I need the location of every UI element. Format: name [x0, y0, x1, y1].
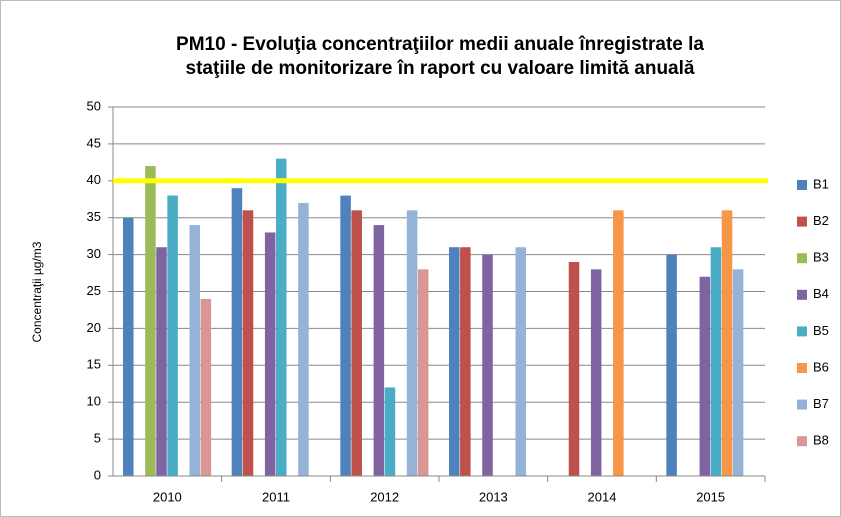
x-tick-label: 2013 — [479, 489, 508, 504]
bar — [200, 298, 212, 476]
legend-swatch — [797, 253, 807, 264]
y-tick-label: 45 — [87, 135, 101, 150]
x-tick-label: 2012 — [370, 489, 399, 504]
bar — [231, 188, 243, 476]
legend-swatch — [797, 326, 807, 337]
bar — [189, 225, 201, 476]
bar — [721, 210, 733, 476]
bar — [666, 254, 677, 476]
bar — [699, 276, 711, 476]
y-tick-label: 10 — [87, 394, 101, 409]
bar — [340, 195, 351, 476]
bar — [264, 232, 276, 476]
bar — [167, 195, 178, 476]
legend-swatch — [797, 436, 807, 447]
bar — [515, 247, 527, 476]
y-axis-label: Concentraţii µg/m3 — [30, 241, 44, 342]
x-tick-label: 2010 — [153, 489, 182, 504]
legend-swatch — [797, 363, 807, 373]
legend-label: B5 — [813, 323, 829, 338]
y-tick-label: 20 — [87, 320, 101, 335]
legend-swatch — [797, 180, 807, 190]
bar — [384, 387, 396, 476]
bar — [156, 247, 167, 476]
bar — [406, 210, 418, 476]
legend-label: B6 — [813, 359, 829, 374]
bar — [123, 217, 134, 476]
y-tick-label: 0 — [94, 467, 101, 482]
bar — [732, 269, 744, 476]
legend-label: B2 — [813, 213, 829, 228]
bar — [298, 202, 309, 476]
y-tick-label: 25 — [87, 283, 101, 298]
legend-label: B7 — [813, 396, 829, 411]
bar — [590, 269, 602, 476]
bar — [242, 210, 254, 476]
legend-label: B3 — [813, 250, 829, 265]
bar — [449, 247, 460, 476]
legend-label: B1 — [813, 176, 829, 191]
bar — [373, 225, 385, 476]
bar — [417, 269, 429, 476]
y-tick-label: 35 — [87, 209, 101, 224]
bar — [613, 210, 624, 476]
bar — [460, 247, 471, 476]
legend-swatch — [797, 216, 807, 227]
legend-label: B8 — [813, 433, 829, 448]
y-tick-label: 30 — [87, 246, 101, 261]
y-tick-label: 40 — [87, 172, 101, 187]
x-tick-label: 2014 — [588, 489, 617, 504]
bar — [276, 158, 287, 476]
chart-title: staţiile de monitorizare în raport cu va… — [186, 58, 695, 79]
y-tick-label: 50 — [87, 98, 101, 113]
legend-swatch — [797, 399, 807, 410]
bar — [351, 210, 362, 476]
chart-title: PM10 - Evoluţia concentraţiilor medii an… — [176, 34, 704, 55]
bar — [482, 254, 493, 476]
bar — [145, 166, 156, 477]
y-tick-label: 5 — [94, 431, 101, 446]
x-tick-label: 2011 — [262, 489, 290, 504]
bar — [710, 247, 722, 476]
x-tick-label: 2015 — [696, 489, 725, 504]
legend-label: B4 — [813, 286, 829, 301]
bar — [568, 261, 580, 476]
legend-swatch — [797, 289, 807, 300]
y-tick-label: 15 — [87, 357, 101, 372]
